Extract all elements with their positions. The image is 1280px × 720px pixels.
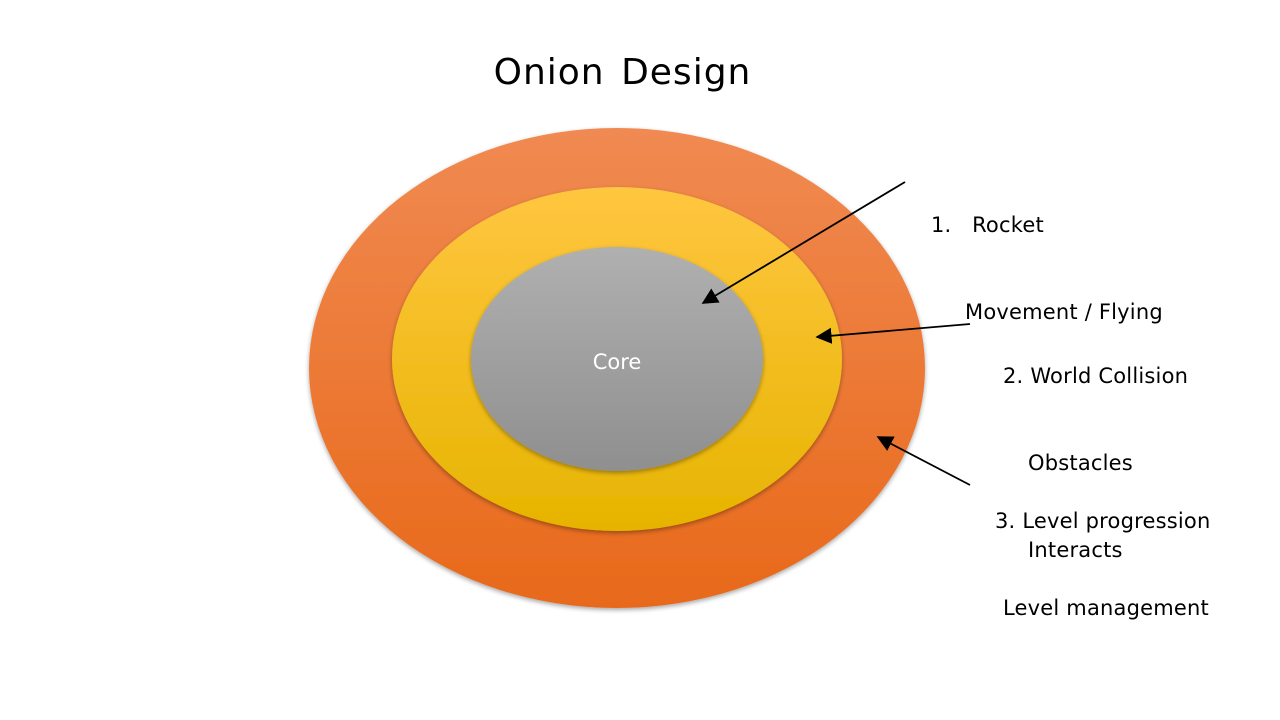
annotation-1-line-2: Movement / Flying: [965, 300, 1163, 324]
annotation-2-line-1: 2. World Collision: [1003, 362, 1188, 391]
annotation-2: 2. World Collision Obstacles Interacts: [1003, 304, 1188, 623]
arrow-2: [815, 323, 971, 344]
annotation-2-line-2: Obstacles: [1028, 451, 1133, 475]
annotation-2-number: 2.: [1003, 364, 1024, 388]
annotation-2-heading: World Collision: [1030, 364, 1189, 388]
annotation-3-line-2: Level management: [1003, 596, 1209, 620]
annotation-1-number: 1.: [931, 213, 952, 237]
annotation-1-heading: Rocket: [972, 213, 1044, 237]
arrow-3: [876, 436, 971, 486]
core-layer: [471, 247, 763, 471]
core-label: Core: [593, 350, 642, 374]
arrow-1: [701, 181, 906, 304]
annotation-2-line-3: Interacts: [1028, 538, 1123, 562]
annotation-1: 1. Rocket Movement / Flying: [931, 153, 1163, 385]
annotation-3-line-1: 3. Level progression: [995, 507, 1210, 536]
annotation-1-line-1: 1. Rocket: [931, 211, 1163, 240]
annotation-3-number: 3.: [995, 509, 1016, 533]
annotation-3-heading: Level progression: [1022, 509, 1211, 533]
slide-title: Onion Design: [493, 52, 752, 93]
annotation-3: 3. Level progression Level management: [995, 449, 1210, 681]
